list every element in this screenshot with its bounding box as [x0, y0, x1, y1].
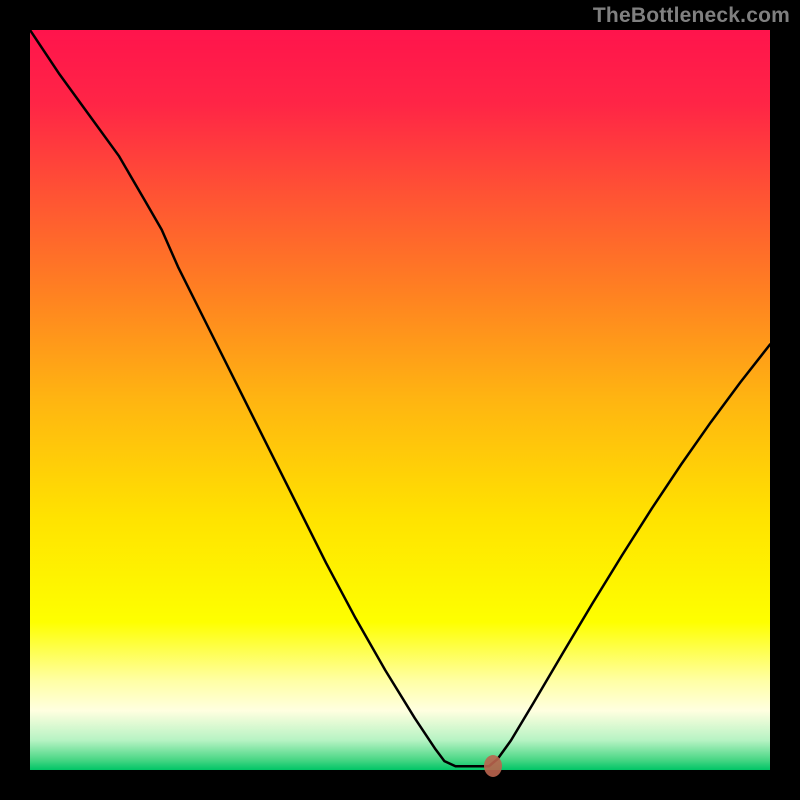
minimum-marker — [484, 755, 502, 777]
image-root: TheBottleneck.com — [0, 0, 800, 800]
curve-layer — [30, 30, 770, 770]
plot-area — [30, 30, 770, 770]
gradient-background — [30, 30, 770, 770]
watermark-text: TheBottleneck.com — [593, 4, 790, 28]
